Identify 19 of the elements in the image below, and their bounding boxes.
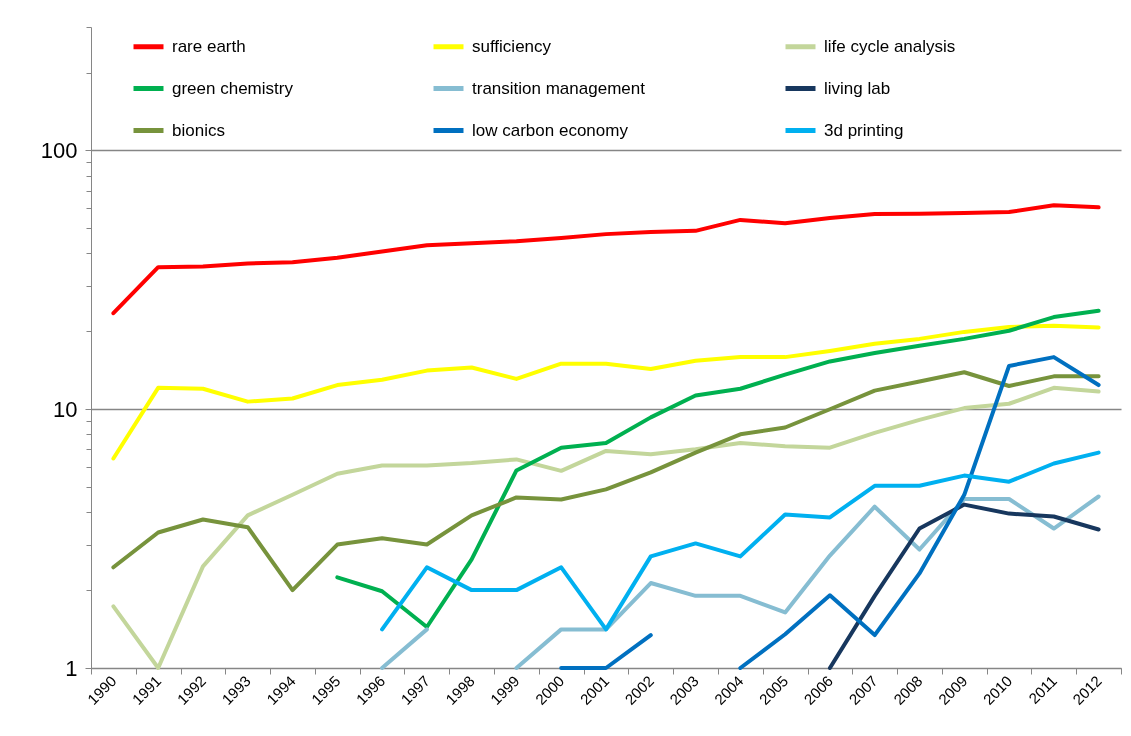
- legend-label: sufficiency: [472, 36, 552, 56]
- line-series: [111, 370, 1101, 593]
- line-series: [827, 502, 1101, 670]
- line-series: [111, 203, 1101, 316]
- legend-label: green chemistry: [172, 78, 294, 98]
- legend-label: living lab: [824, 78, 891, 98]
- y-tick-label: 10: [53, 396, 78, 422]
- legend-label: bionics: [172, 120, 225, 140]
- legend-label: life cycle analysis: [824, 36, 956, 56]
- line-series: [380, 450, 1101, 632]
- legend-label: 3d printing: [824, 120, 904, 140]
- line-series: [111, 385, 1101, 670]
- line-series: [111, 323, 1101, 461]
- line-series: [335, 308, 1101, 630]
- y-tick-label: 100: [40, 137, 78, 163]
- legend-label: low carbon economy: [472, 120, 629, 140]
- y-tick-label: 1: [65, 655, 78, 681]
- legend-label: transition management: [472, 78, 646, 98]
- legend-label: rare earth: [172, 36, 246, 56]
